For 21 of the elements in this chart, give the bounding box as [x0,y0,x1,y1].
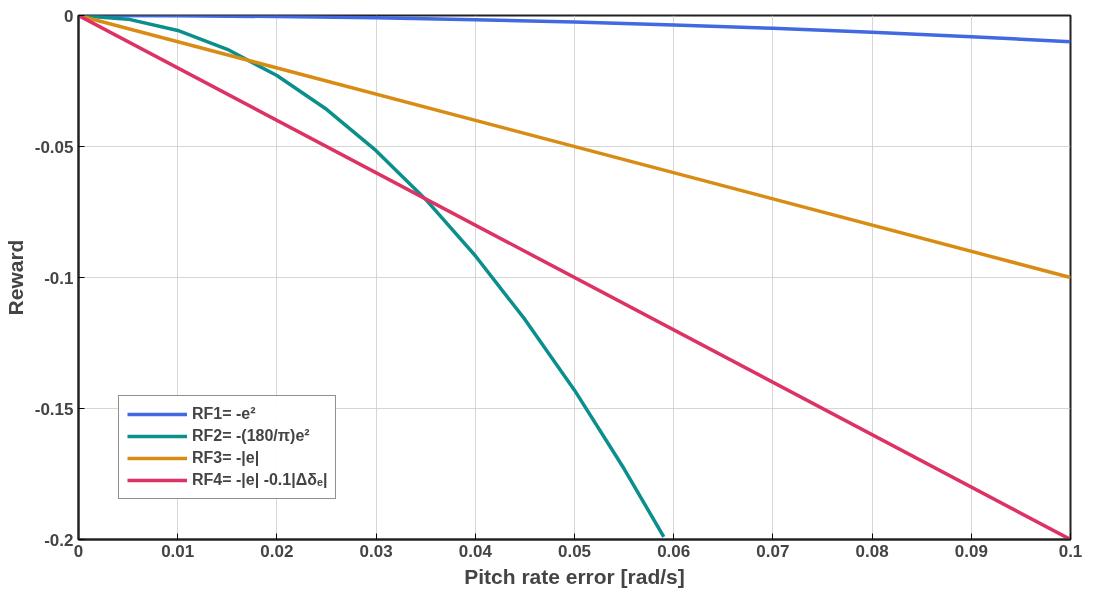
legend-label: RF2= -(180/π)e² [192,427,310,445]
legend-label: RF1= -e² [192,405,256,423]
legend-label: RF3= -|e| [192,449,260,467]
y-tick-label: -0.2 [44,530,74,550]
x-tick-label: 0.1 [1058,541,1083,561]
x-axis-title: Pitch rate error [rad/s] [464,564,685,588]
y-tick-label: -0.1 [44,268,74,288]
legend-label: RF4= -|e| -0.1|Δδₑ| [192,471,328,489]
y-tick-label: -0.15 [34,399,74,419]
x-tick-label: 0.04 [458,541,493,561]
y-tick-label: 0 [64,6,74,26]
x-tick-label: 0.03 [359,541,393,561]
x-tick-label: 0.05 [557,541,592,561]
x-tick-label: 0.07 [756,541,790,561]
y-axis-title: Reward [3,239,27,316]
y-tick-label: -0.05 [34,137,74,157]
x-tick-label: 0.08 [855,541,889,561]
x-tick-label: 0.09 [954,541,988,561]
x-tick-label: 0.06 [657,541,691,561]
x-tick-label: 0.02 [260,541,294,561]
x-tick-label: 0.01 [161,541,195,561]
